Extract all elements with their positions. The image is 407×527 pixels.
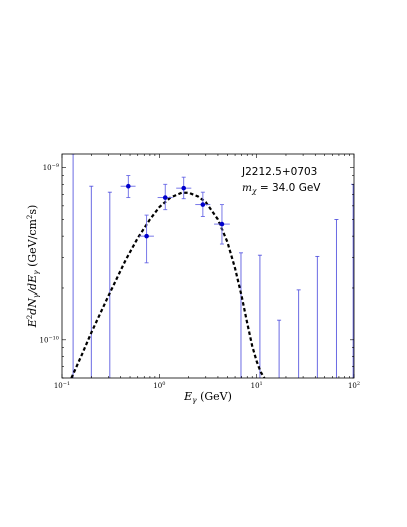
axes: 10−1 100 101 102 10−10 10−9	[40, 154, 360, 390]
annotation-mass-subscript: χ	[251, 187, 257, 196]
annotation-mass-value: = 34.0 GeV	[257, 182, 322, 194]
data-point	[200, 202, 206, 207]
plot-frame	[61, 153, 355, 379]
x-axis-label: Eγ (GeV)	[183, 390, 232, 405]
annotation-source: J2212.5+0703	[241, 166, 317, 178]
y-tick-label: 10−9	[43, 163, 59, 172]
y-tick-label: 10−10	[40, 335, 59, 344]
annotation-mass-symbol: m	[242, 182, 252, 194]
model-curve	[70, 191, 266, 378]
annotation-mass: mχ = 34.0 GeV	[242, 182, 321, 196]
x-tick-label: 102	[348, 381, 360, 390]
plot-area	[70, 154, 354, 378]
data-point	[144, 233, 149, 239]
data-point	[162, 195, 168, 200]
data-point	[126, 183, 131, 189]
x-tick-label: 10−1	[54, 381, 70, 390]
data-point	[219, 221, 225, 227]
data-point	[181, 185, 187, 191]
y-axis-label: E2dNγ/dEγ (GeV/cm2s)	[26, 205, 41, 329]
x-tick-label: 101	[251, 381, 263, 390]
x-tick-label: 100	[153, 381, 165, 390]
